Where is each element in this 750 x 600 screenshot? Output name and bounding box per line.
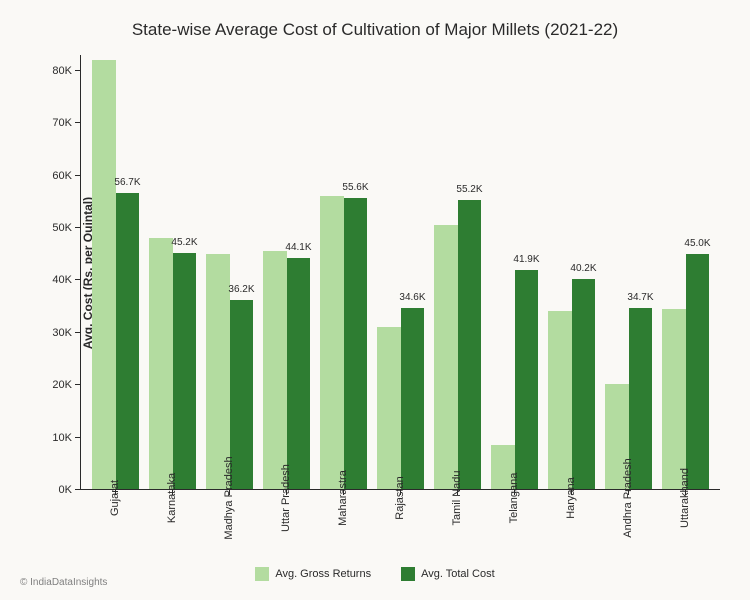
state-group: 40.2K bbox=[543, 55, 600, 489]
x-tick: Maharastra bbox=[314, 490, 371, 565]
x-tick-label: Madhya Pradesh bbox=[223, 456, 235, 539]
bar-value-label: 56.7K bbox=[114, 177, 140, 188]
bar-total-cost: 45.2K bbox=[173, 253, 197, 489]
state-group: 41.9K bbox=[486, 55, 543, 489]
state-group: 45.0K bbox=[657, 55, 714, 489]
bar-total-cost: 55.6K bbox=[344, 198, 368, 489]
x-tick: Madhya Pradesh bbox=[200, 490, 257, 565]
x-tick-label: Karnataka bbox=[166, 473, 178, 523]
y-tick-label: 50K bbox=[52, 222, 72, 234]
bar-value-label: 34.7K bbox=[627, 292, 653, 303]
bar-gross-returns bbox=[662, 309, 686, 489]
y-tick-label: 40K bbox=[52, 274, 72, 286]
x-tick-label: Andhra Pradesh bbox=[622, 458, 634, 538]
y-tick-label: 70K bbox=[52, 117, 72, 129]
bar-value-label: 55.2K bbox=[456, 184, 482, 195]
x-tick: Telangana bbox=[486, 490, 543, 565]
x-tick-label: Tamil Nadu bbox=[451, 470, 463, 525]
y-axis: Avg. Cost (Rs. per Quintal) 0K10K20K30K4… bbox=[30, 55, 80, 490]
state-group: 44.1K bbox=[258, 55, 315, 489]
x-tick: Haryana bbox=[543, 490, 600, 565]
legend: Avg. Gross Returns Avg. Total Cost bbox=[30, 567, 720, 581]
x-tick: Andhra Pradesh bbox=[600, 490, 657, 565]
x-tick-label: Rajastan bbox=[394, 476, 406, 519]
x-tick: Uttar Pradesh bbox=[257, 490, 314, 565]
y-tick-label: 20K bbox=[52, 379, 72, 391]
x-tick-label: Uttarakhand bbox=[679, 468, 691, 528]
legend-item-total-cost: Avg. Total Cost bbox=[401, 567, 495, 581]
bars-inner: 56.7K 45.2K 36.2K 44.1K 55.6K 34.6K 55.2K 41.9K… bbox=[81, 55, 720, 489]
x-tick: Rajastan bbox=[371, 490, 428, 565]
bar-gross-returns bbox=[263, 251, 287, 489]
x-tick: Uttarakhand bbox=[657, 490, 714, 565]
bar-value-label: 40.2K bbox=[570, 263, 596, 274]
copyright-text: © IndiaDataInsights bbox=[20, 577, 107, 588]
state-group: 45.2K bbox=[144, 55, 201, 489]
x-tick-label: Gujarat bbox=[109, 480, 121, 516]
legend-label-total-cost: Avg. Total Cost bbox=[421, 568, 495, 580]
state-group: 34.7K bbox=[600, 55, 657, 489]
x-tick: Tamil Nadu bbox=[429, 490, 486, 565]
y-tick-label: 10K bbox=[52, 432, 72, 444]
y-tick-label: 0K bbox=[59, 484, 72, 496]
y-tick-label: 30K bbox=[52, 327, 72, 339]
bar-gross-returns bbox=[548, 311, 572, 489]
bar-total-cost: 45.0K bbox=[686, 254, 710, 489]
x-tick-label: Haryana bbox=[565, 477, 577, 519]
bar-total-cost: 34.6K bbox=[401, 308, 425, 489]
bar-value-label: 45.2K bbox=[171, 237, 197, 248]
x-axis: GujaratKarnatakaMadhya PradeshUttar Prad… bbox=[80, 490, 720, 565]
state-group: 55.2K bbox=[429, 55, 486, 489]
chart-container: State-wise Average Cost of Cultivation o… bbox=[0, 0, 750, 600]
bar-value-label: 44.1K bbox=[285, 242, 311, 253]
bar-total-cost: 44.1K bbox=[287, 258, 311, 489]
bar-total-cost: 55.2K bbox=[458, 200, 482, 489]
bar-gross-returns bbox=[434, 225, 458, 489]
bar-total-cost: 40.2K bbox=[572, 279, 596, 489]
bar-gross-returns bbox=[149, 238, 173, 489]
legend-swatch-gross-returns bbox=[255, 567, 269, 581]
state-group: 56.7K bbox=[87, 55, 144, 489]
bar-value-label: 55.6K bbox=[342, 182, 368, 193]
y-tick-label: 80K bbox=[52, 65, 72, 77]
bar-value-label: 36.2K bbox=[228, 284, 254, 295]
bar-total-cost: 41.9K bbox=[515, 270, 539, 489]
x-tick-label: Maharastra bbox=[337, 470, 349, 526]
bars-region: 56.7K 45.2K 36.2K 44.1K 55.6K 34.6K 55.2K 41.9K… bbox=[80, 55, 720, 490]
chart-title: State-wise Average Cost of Cultivation o… bbox=[30, 20, 720, 40]
state-group: 34.6K bbox=[372, 55, 429, 489]
legend-item-gross-returns: Avg. Gross Returns bbox=[255, 567, 371, 581]
plot-area: Avg. Cost (Rs. per Quintal) 0K10K20K30K4… bbox=[30, 55, 720, 490]
bar-gross-returns bbox=[320, 196, 344, 489]
bar-total-cost: 56.7K bbox=[116, 193, 140, 489]
x-tick: Gujarat bbox=[86, 490, 143, 565]
bar-gross-returns bbox=[92, 60, 116, 489]
legend-swatch-total-cost bbox=[401, 567, 415, 581]
x-tick: Karnataka bbox=[143, 490, 200, 565]
legend-label-gross-returns: Avg. Gross Returns bbox=[275, 568, 371, 580]
bar-gross-returns bbox=[206, 254, 230, 489]
state-group: 55.6K bbox=[315, 55, 372, 489]
bar-gross-returns bbox=[377, 327, 401, 489]
bar-value-label: 34.6K bbox=[399, 292, 425, 303]
bar-value-label: 45.0K bbox=[684, 238, 710, 249]
bar-value-label: 41.9K bbox=[513, 254, 539, 265]
x-tick-label: Uttar Pradesh bbox=[280, 464, 292, 532]
y-tick-label: 60K bbox=[52, 170, 72, 182]
x-tick-label: Telangana bbox=[508, 473, 520, 524]
state-group: 36.2K bbox=[201, 55, 258, 489]
